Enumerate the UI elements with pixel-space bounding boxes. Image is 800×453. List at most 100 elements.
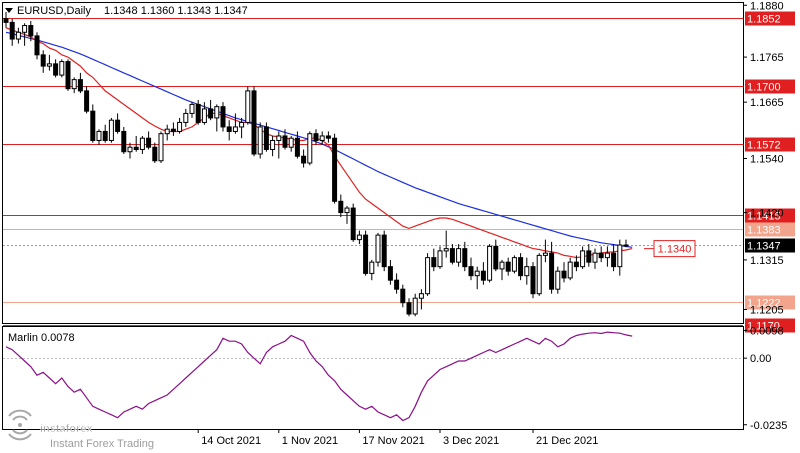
candle [313, 129, 319, 145]
candle [121, 126, 127, 154]
candle [425, 253, 431, 296]
candle-body-bear [400, 288, 406, 304]
candle-body-bear [3, 18, 9, 23]
candle-body-bull [487, 245, 493, 281]
candle-body-bull [22, 25, 28, 33]
candle [201, 102, 207, 125]
candle-body-bull [245, 90, 251, 123]
level-label-1.1222: 1.1222 [747, 298, 781, 310]
candle [431, 248, 437, 272]
candle-body-bull [108, 119, 114, 141]
price-tick-label: 1.1315 [750, 255, 784, 267]
candle [40, 50, 46, 73]
candle [474, 266, 480, 290]
date-tick-label: 21 Dec 2021 [536, 435, 598, 447]
candle-body-bull [369, 261, 375, 274]
candle [518, 253, 524, 281]
candle-body-bear [518, 257, 524, 277]
candle-body-bull [46, 63, 52, 67]
candle-body-bear [251, 90, 257, 155]
candle-body-bear [586, 250, 592, 263]
candle-body-bull [555, 270, 561, 290]
moving-average-lines [5, 27, 633, 259]
candle [127, 142, 133, 159]
candle [549, 241, 555, 294]
date-tick-label: 14 Oct 2021 [201, 435, 261, 447]
candle [65, 59, 71, 91]
candle [28, 21, 34, 42]
candle-body-bull [257, 126, 263, 155]
candle-body-bear [493, 245, 499, 270]
price-tick-label: 1.1880 [750, 0, 784, 12]
candle [580, 246, 586, 269]
candle-body-bear [40, 54, 46, 67]
candle-body-bear [611, 252, 617, 268]
candle [77, 72, 83, 94]
candle [493, 239, 499, 272]
ohlc-values: 1.1348 1.1360 1.1343 1.1347 [104, 5, 248, 17]
candle [276, 131, 282, 159]
indicator-tick-label: 0.00 [750, 353, 771, 365]
candle-body-bull [375, 234, 381, 263]
candle-body-bear [505, 261, 511, 272]
symbol-label: EURUSD,Daily [17, 5, 91, 17]
candle-body-bear [90, 110, 96, 141]
marlin-line [5, 331, 633, 422]
candle [356, 230, 362, 245]
candle-body-bear [102, 130, 108, 141]
candle-body-bull [232, 126, 238, 132]
current-price-tag [745, 238, 795, 253]
date-tick-label: 1 Nov 2021 [282, 435, 338, 447]
collapse-triangle-icon[interactable] [5, 8, 13, 13]
candle [133, 135, 139, 152]
candle-body-bear [65, 61, 71, 90]
candle [437, 246, 443, 269]
candle [536, 253, 542, 296]
candle-body-bull [425, 257, 431, 295]
level-tag-1.1852 [745, 11, 795, 26]
candle-body-bull [183, 112, 189, 123]
candle-body-bull [443, 248, 449, 252]
candle-body-bull [127, 146, 133, 153]
candle-body-bear [387, 266, 393, 281]
candle [108, 117, 114, 143]
candle [158, 131, 164, 163]
candle [443, 230, 449, 258]
candle-body-bear [623, 244, 629, 247]
price-tick-label: 1.1765 [750, 52, 784, 64]
candle [381, 230, 387, 272]
candle-body-bull [356, 234, 362, 241]
candle-body-bull [536, 254, 542, 295]
candle [102, 124, 108, 143]
marlin-indicator: 0.0098 0.00 -0.0235 [3, 325, 787, 432]
candle [307, 131, 313, 166]
candle [350, 203, 356, 242]
annotation-label: 1.1340 [658, 244, 692, 256]
candle-body-bull [270, 139, 276, 150]
candle [524, 257, 530, 285]
ma-slow-line [5, 31, 633, 248]
candle-body-bear [115, 119, 121, 132]
candle [468, 257, 474, 281]
indicator-tick-label: -0.0235 [750, 420, 787, 432]
candle-body-bear [449, 248, 455, 263]
level-tag-1.1170 [745, 318, 795, 333]
level-label-1.1170: 1.1170 [747, 321, 780, 333]
candle-body-bear [338, 200, 344, 214]
indicator-tick-label: 0.0098 [750, 325, 784, 337]
candle [462, 241, 468, 272]
candle [505, 257, 511, 276]
candle [369, 259, 375, 281]
candle-body-bear [561, 270, 567, 279]
candle-body-bear [34, 35, 40, 56]
candle [555, 266, 561, 294]
candle [183, 108, 189, 127]
candle-body-bear [170, 128, 176, 132]
candle [567, 257, 573, 281]
candle-body-bear [394, 279, 400, 290]
candle [282, 129, 288, 150]
candle [214, 104, 220, 132]
candle-body-bull [592, 252, 598, 263]
level-lines [3, 18, 743, 326]
candle-body-bear [121, 130, 127, 153]
